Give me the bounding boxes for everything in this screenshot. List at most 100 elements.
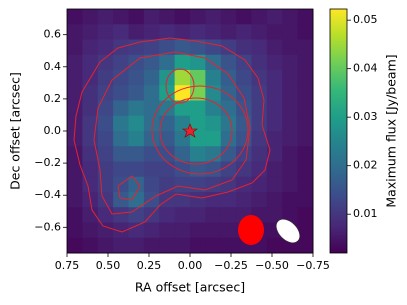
cell	[220, 54, 237, 71]
cell	[174, 70, 191, 86]
cell	[236, 100, 252, 117]
cell	[205, 9, 222, 25]
cell	[205, 115, 222, 132]
y-tick-label: −0.6	[34, 220, 61, 233]
cell	[205, 39, 222, 56]
cell	[174, 161, 191, 178]
cell	[143, 115, 160, 132]
cell	[251, 161, 268, 178]
cell	[113, 9, 129, 25]
cell	[282, 9, 299, 25]
cell	[205, 222, 222, 239]
cell	[128, 115, 145, 132]
cell	[128, 146, 145, 162]
cell	[128, 131, 145, 147]
cell	[266, 146, 283, 162]
cell	[82, 222, 99, 239]
cell	[297, 39, 314, 56]
y-tick-label: 0.4	[44, 60, 62, 73]
y-tick-label: −0.4	[34, 188, 61, 201]
cell	[297, 24, 314, 40]
cell	[113, 176, 129, 193]
cell	[97, 192, 114, 208]
cell	[251, 131, 268, 147]
cell	[266, 39, 283, 56]
cell	[174, 115, 191, 132]
cell	[128, 176, 145, 193]
cell	[128, 85, 145, 101]
cell	[113, 24, 129, 40]
cell	[205, 100, 222, 117]
cell	[236, 192, 252, 208]
cell	[220, 100, 237, 117]
cell	[174, 9, 191, 25]
y-tick-label: −0.2	[34, 156, 61, 169]
cell	[128, 9, 145, 25]
cell	[113, 207, 129, 223]
cell	[67, 24, 83, 40]
cell	[266, 24, 283, 40]
cell	[113, 85, 129, 101]
cell	[220, 39, 237, 56]
cell	[97, 70, 114, 86]
cell	[266, 85, 283, 101]
y-tick-label: 0.6	[44, 28, 62, 41]
cell	[266, 161, 283, 178]
cell	[113, 161, 129, 178]
cell	[82, 131, 99, 147]
colorbar-tick-label: 0.01	[353, 207, 378, 220]
cell	[251, 24, 268, 40]
cell	[251, 146, 268, 162]
cell	[190, 237, 206, 254]
cell	[97, 131, 114, 147]
x-tick-label: 0.75	[55, 259, 80, 272]
cell	[113, 115, 129, 132]
x-tick-label: 0.00	[178, 259, 203, 272]
cell	[97, 100, 114, 117]
cell	[97, 115, 114, 132]
colorbar	[329, 8, 348, 254]
cell	[297, 100, 314, 117]
cell	[159, 24, 176, 40]
cell	[67, 100, 83, 117]
cell	[297, 85, 314, 101]
cell	[82, 146, 99, 162]
cell	[236, 39, 252, 56]
contour	[151, 85, 249, 175]
cell	[236, 85, 252, 101]
cell	[297, 192, 314, 208]
cell	[251, 39, 268, 56]
cell	[128, 161, 145, 178]
cell	[297, 115, 314, 132]
cell	[113, 54, 129, 71]
contour	[93, 51, 251, 215]
heatmap	[67, 9, 314, 254]
cell	[190, 39, 206, 56]
cell	[67, 70, 83, 86]
cell	[97, 176, 114, 193]
center-marker	[182, 123, 198, 138]
cell	[251, 9, 268, 25]
cell	[205, 24, 222, 40]
cell	[159, 115, 176, 132]
cell	[174, 39, 191, 56]
cell	[236, 54, 252, 71]
cell	[82, 9, 99, 25]
cell	[174, 176, 191, 193]
cell	[297, 161, 314, 178]
y-axis-label: Dec offset [arcsec]	[8, 72, 23, 190]
cell	[220, 9, 237, 25]
cell	[143, 176, 160, 193]
cell	[220, 85, 237, 101]
cell	[297, 70, 314, 86]
cell	[282, 115, 299, 132]
cell	[128, 54, 145, 71]
cell	[159, 222, 176, 239]
cell	[159, 54, 176, 71]
cell	[128, 70, 145, 86]
x-tick-label: −0.50	[255, 259, 289, 272]
x-tick-label: −0.25	[214, 259, 248, 272]
cell	[297, 237, 314, 254]
cell	[205, 207, 222, 223]
cell	[67, 207, 83, 223]
